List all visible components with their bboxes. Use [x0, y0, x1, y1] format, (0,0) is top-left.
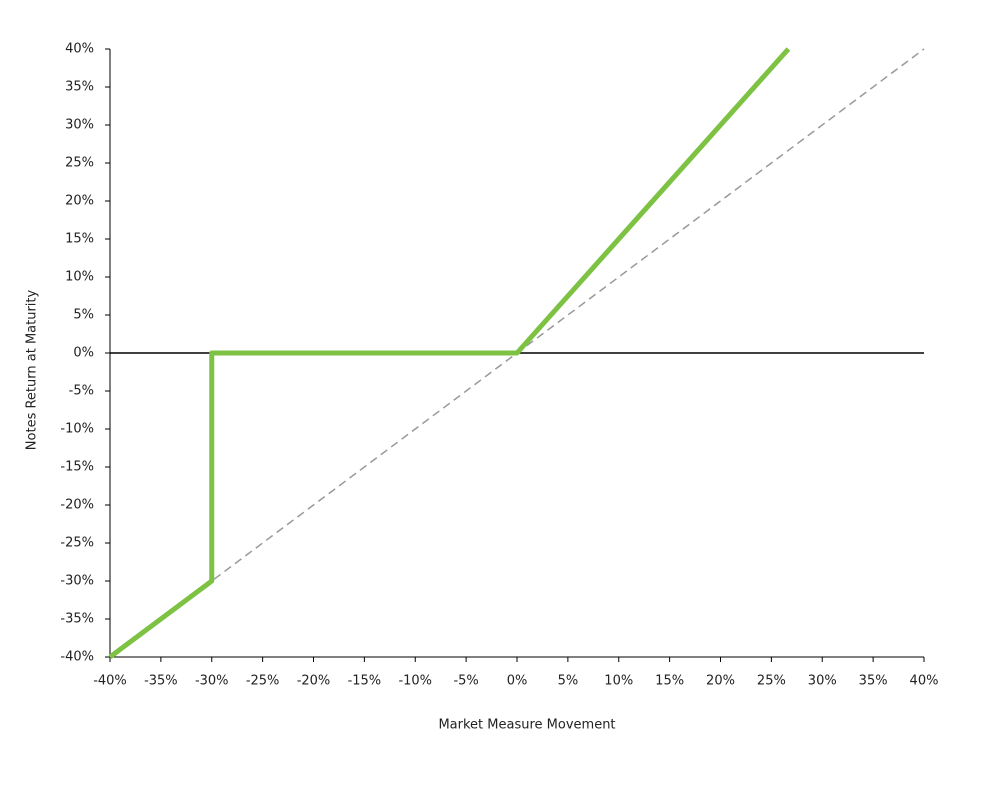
y-tick-label: 20% — [65, 194, 94, 209]
y-tick-label: 40% — [65, 42, 94, 57]
y-tick-label: -40% — [60, 650, 94, 665]
x-axis-label: Market Measure Movement — [438, 718, 615, 733]
x-tick-label: -40% — [93, 674, 127, 689]
x-tick-label: 15% — [655, 674, 684, 689]
y-axis-label: Notes Return at Maturity — [25, 289, 40, 450]
x-tick-label: -35% — [144, 674, 178, 689]
y-tick-label: -25% — [60, 536, 94, 551]
x-tick-label: -15% — [348, 674, 382, 689]
y-tick-label: 30% — [65, 118, 94, 133]
x-tick-label: 0% — [507, 674, 528, 689]
x-tick-label: 20% — [706, 674, 735, 689]
x-tick-label: 30% — [808, 674, 837, 689]
y-tick-label: -35% — [60, 612, 94, 627]
y-tick-label: 0% — [73, 346, 94, 361]
series-line — [108, 47, 791, 660]
x-tick-label: 40% — [910, 674, 939, 689]
y-tick-label: 10% — [65, 270, 94, 285]
x-tick-label: 35% — [859, 674, 888, 689]
x-tick-label: -25% — [246, 674, 280, 689]
x-tick-label: -5% — [453, 674, 478, 689]
y-tick-label: 5% — [73, 308, 94, 323]
x-tick-label: -20% — [297, 674, 331, 689]
y-tick-label: 35% — [65, 80, 94, 95]
y-tick-label: -10% — [60, 422, 94, 437]
y-tick-label: 15% — [65, 232, 94, 247]
x-tick-label: -10% — [398, 674, 432, 689]
y-tick-label: -5% — [69, 384, 94, 399]
x-tick-label: -30% — [195, 674, 229, 689]
x-tick-label: 5% — [558, 674, 579, 689]
x-tick-label: 25% — [757, 674, 786, 689]
y-tick-label: -20% — [60, 498, 94, 513]
y-tick-label: -15% — [60, 460, 94, 475]
y-tick-label: 25% — [65, 156, 94, 171]
x-tick-label: 10% — [604, 674, 633, 689]
y-tick-label: -30% — [60, 574, 94, 589]
